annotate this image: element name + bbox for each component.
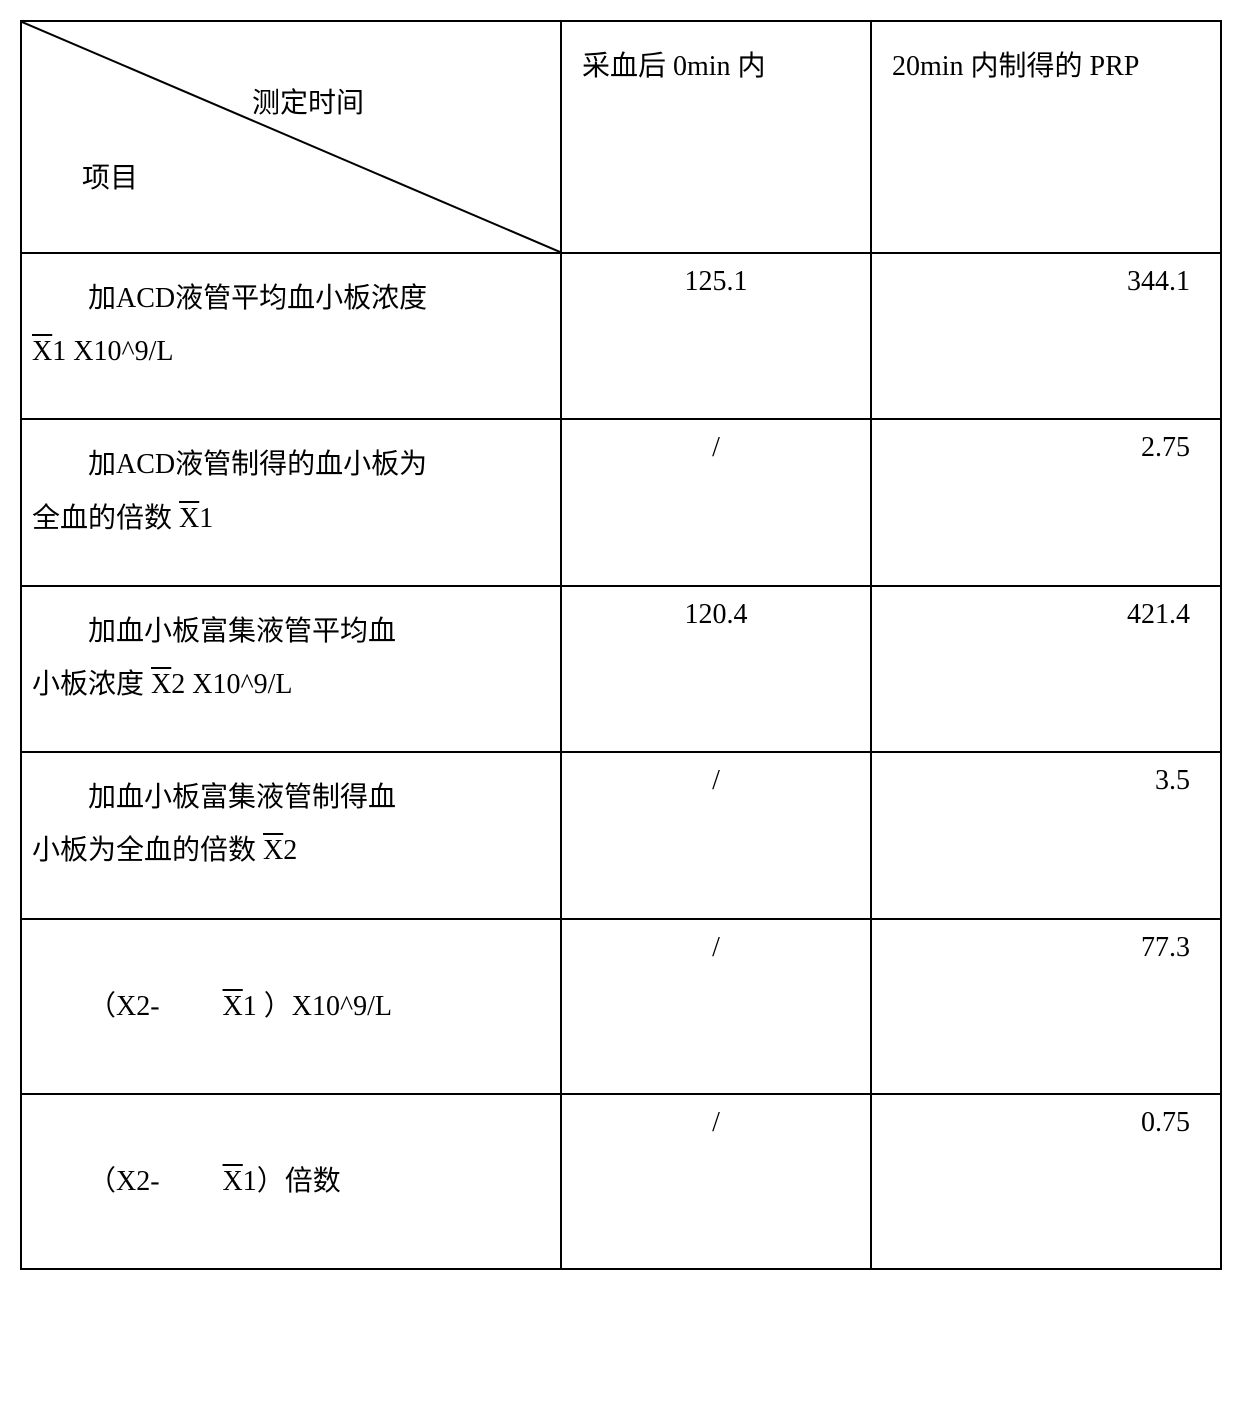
row-label: 加ACD液管平均血小板浓度 X1 X10^9/L — [21, 253, 561, 419]
label-line2: 小板浓度 X2 X10^9/L — [32, 658, 550, 711]
row-label: （X2- X1 ）X10^9/L — [21, 919, 561, 1094]
xbar-icon: X — [167, 980, 243, 1033]
label-line1: 加ACD液管平均血小板浓度 — [32, 272, 550, 325]
cell-c3: 3.5 — [871, 752, 1221, 918]
label-line1: 加血小板富集液管制得血 — [32, 771, 550, 824]
table-row: （X2- X1）倍数 / 0.75 — [21, 1094, 1221, 1269]
xbar-icon: X — [32, 325, 52, 378]
table-row: 加ACD液管平均血小板浓度 X1 X10^9/L 125.1 344.1 — [21, 253, 1221, 419]
table-header-row: 测定时间 项目 采血后 0min 内 20min 内制得的 PRP — [21, 21, 1221, 253]
cell-c3: 2.75 — [871, 419, 1221, 585]
cell-c2: / — [561, 919, 871, 1094]
row-label: 加ACD液管制得的血小板为 全血的倍数 X1 — [21, 419, 561, 585]
xbar-icon: X — [263, 824, 283, 877]
cell-c2: 125.1 — [561, 253, 871, 419]
table-row: 加血小板富集液管平均血 小板浓度 X2 X10^9/L 120.4 421.4 — [21, 586, 1221, 752]
cell-c3: 344.1 — [871, 253, 1221, 419]
cell-c3: 0.75 — [871, 1094, 1221, 1269]
diagonal-line-icon — [22, 22, 560, 252]
data-table: 测定时间 项目 采血后 0min 内 20min 内制得的 PRP 加ACD液管… — [20, 20, 1222, 1270]
label-line2: 全血的倍数 X1 — [32, 492, 550, 545]
label-line1: 加ACD液管制得的血小板为 — [32, 438, 550, 491]
cell-c2: / — [561, 419, 871, 585]
cell-c2: / — [561, 752, 871, 918]
cell-c3: 77.3 — [871, 919, 1221, 1094]
table-row: （X2- X1 ）X10^9/L / 77.3 — [21, 919, 1221, 1094]
table-row: 加血小板富集液管制得血 小板为全血的倍数 X2 / 3.5 — [21, 752, 1221, 918]
header-item-label: 项目 — [82, 152, 138, 205]
header-col-2: 采血后 0min 内 — [561, 21, 871, 253]
cell-c2: 120.4 — [561, 586, 871, 752]
row-label: 加血小板富集液管制得血 小板为全血的倍数 X2 — [21, 752, 561, 918]
cell-c2: / — [561, 1094, 871, 1269]
label-line2: 小板为全血的倍数 X2 — [32, 824, 550, 877]
row-label: （X2- X1）倍数 — [21, 1094, 561, 1269]
row-label: 加血小板富集液管平均血 小板浓度 X2 X10^9/L — [21, 586, 561, 752]
diagonal-header-cell: 测定时间 项目 — [21, 21, 561, 253]
table-row: 加ACD液管制得的血小板为 全血的倍数 X1 / 2.75 — [21, 419, 1221, 585]
xbar-icon: X — [167, 1155, 243, 1208]
header-col-3: 20min 内制得的 PRP — [871, 21, 1221, 253]
label-line1: 加血小板富集液管平均血 — [32, 605, 550, 658]
xbar-icon: X — [151, 658, 171, 711]
header-time-label: 测定时间 — [252, 77, 364, 130]
xbar-icon: X — [179, 492, 199, 545]
label-line2: X1 X10^9/L — [32, 325, 550, 378]
cell-c3: 421.4 — [871, 586, 1221, 752]
